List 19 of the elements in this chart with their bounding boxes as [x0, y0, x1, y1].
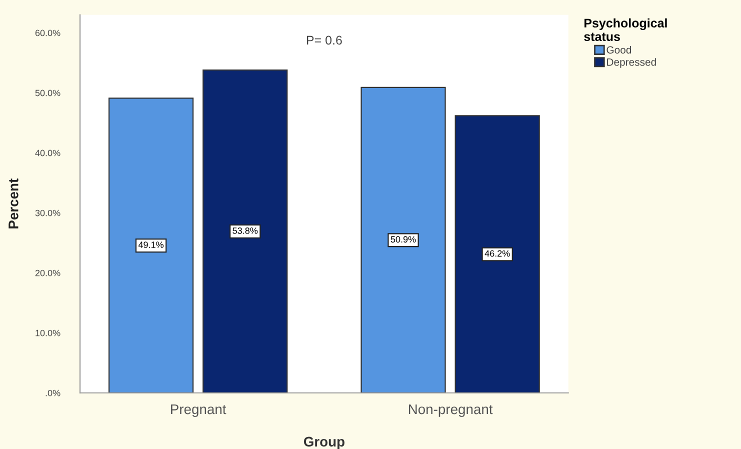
- y-tick-label: 60.0%: [35, 30, 60, 36]
- y-tick-label: 40.0%: [35, 150, 60, 156]
- data-label: 53.8%: [232, 227, 258, 234]
- data-label: 46.2%: [484, 250, 510, 257]
- y-tick-label: .0%: [46, 390, 60, 396]
- y-tick-label: 10.0%: [36, 330, 60, 336]
- y-tick-label: 30.0%: [35, 210, 60, 216]
- legend-label: Good: [606, 46, 632, 54]
- data-label: 49.1%: [138, 242, 164, 248]
- annotation: P= 0.6: [306, 36, 342, 45]
- x-tick-label: Non-pregnant: [408, 404, 493, 417]
- legend-title: Psychological status: [584, 18, 667, 42]
- y-tick-label: 50.0%: [35, 90, 60, 96]
- y-axis-title: Percent: [8, 178, 18, 228]
- data-label: 50.9%: [390, 236, 416, 243]
- x-tick-label: Pregnant: [171, 404, 226, 417]
- x-axis-title: Group: [304, 436, 344, 449]
- y-tick-label: 20.0%: [35, 270, 60, 276]
- legend-label: Depressed: [607, 58, 656, 68]
